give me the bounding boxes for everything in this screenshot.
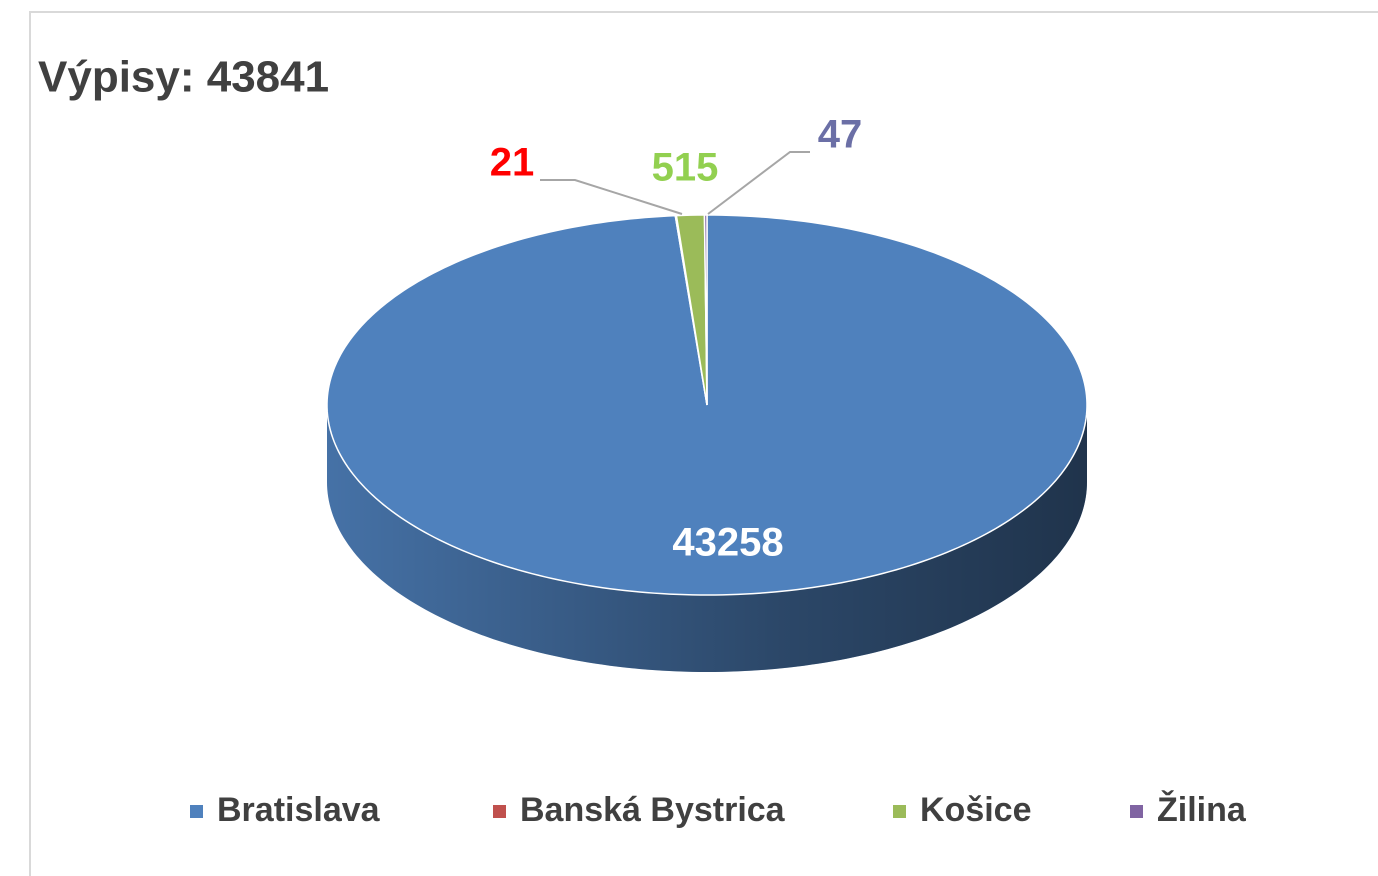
legend-label: Žilina xyxy=(1157,791,1247,829)
pie-slice xyxy=(703,214,708,406)
legend-label: Košice xyxy=(920,791,1032,829)
legend-label: Banská Bystrica xyxy=(520,791,786,829)
chart-title: Výpisy: 43841 xyxy=(38,53,329,102)
legend-swatch xyxy=(190,805,203,818)
data-label: 43258 xyxy=(672,521,783,565)
legend-label: Bratislava xyxy=(217,791,381,829)
data-label: 47 xyxy=(818,113,863,157)
data-label: 515 xyxy=(652,146,719,190)
leader-line xyxy=(540,179,683,215)
legend-swatch xyxy=(893,805,906,818)
legend-swatch xyxy=(493,805,506,818)
leader-line xyxy=(707,151,810,215)
legend-swatch xyxy=(1130,805,1143,818)
pie-side-shade xyxy=(327,405,1087,672)
data-label: 21 xyxy=(490,141,535,185)
